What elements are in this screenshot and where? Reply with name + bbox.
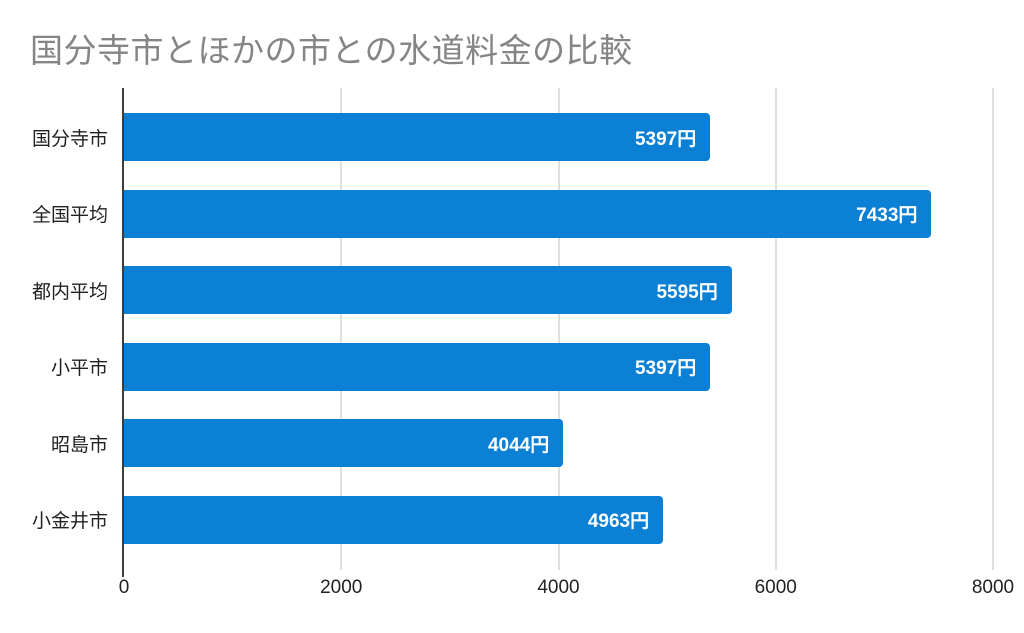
category-label: 昭島市 <box>50 434 108 456</box>
gridlines <box>124 88 994 570</box>
x-tick-label: 2000 <box>320 577 363 598</box>
gridline <box>992 88 994 570</box>
category-label: 全国平均 <box>31 205 108 227</box>
bar-value-label: 4963円 <box>587 511 650 533</box>
bar-value-label: 5397円 <box>634 358 697 380</box>
chart-title: 国分寺市とほかの市との水道料金の比較 <box>30 32 633 69</box>
bar-row: 5595円 <box>124 252 993 329</box>
bar[interactable]: 7433円 <box>124 189 932 238</box>
category-label: 都内平均 <box>31 281 108 303</box>
bar[interactable]: 5397円 <box>124 342 711 391</box>
bar-value-label: 7433円 <box>856 205 918 227</box>
plot-area: 5397円 7433円 5595円 5397円 4044円 4963円 <box>124 99 993 558</box>
y-axis-line <box>122 88 124 577</box>
x-tick-label: 6000 <box>754 577 797 598</box>
bar-value-label: 4044円 <box>487 434 550 456</box>
bar[interactable]: 4963円 <box>124 495 664 544</box>
bar[interactable]: 5595円 <box>124 266 732 315</box>
x-tick-label: 8000 <box>971 577 1015 598</box>
category-label: 小金井市 <box>31 511 108 533</box>
bar-row: 5397円 <box>124 99 993 176</box>
x-tick-label: 0 <box>118 577 130 598</box>
bar-row: 5397円 <box>124 329 993 406</box>
category-label: 小平市 <box>50 358 108 380</box>
bar-value-label: 5397円 <box>634 128 697 150</box>
bar[interactable]: 5397円 <box>124 113 711 162</box>
bar-row: 4044円 <box>124 405 993 482</box>
category-labels: 国分寺市全国平均都内平均小平市昭島市小金井市 <box>0 99 108 558</box>
bar[interactable]: 4044円 <box>124 419 564 468</box>
gridline <box>340 88 343 570</box>
x-axis-labels: 0 2000 4000 6000 8000 <box>119 577 1014 603</box>
bar-value-label: 5595円 <box>656 281 718 303</box>
category-label: 国分寺市 <box>31 128 108 150</box>
gridline <box>557 88 560 570</box>
bar-row: 7433円 <box>124 176 993 253</box>
bar-row: 4963円 <box>124 482 993 559</box>
gridline <box>774 88 777 570</box>
x-tick-label: 4000 <box>537 577 580 598</box>
